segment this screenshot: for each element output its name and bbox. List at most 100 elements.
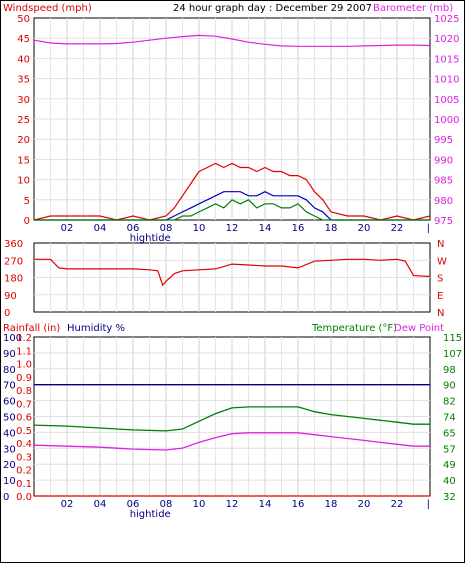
- direction-degree-tick: 270: [4, 256, 23, 267]
- x-end-tick: |: [427, 499, 430, 510]
- chart-title: 24 hour graph day : December 29 2007: [173, 3, 372, 14]
- humidity-tick-label: 100: [3, 333, 22, 344]
- humidity-tick-label: 0: [3, 492, 9, 503]
- x-tick-label: 14: [259, 223, 272, 234]
- rainfall-tick-label: 0.7: [16, 399, 32, 410]
- barometer-tick-label: 995: [434, 135, 453, 146]
- direction-degree-tick: 90: [4, 291, 17, 302]
- windspeed-tick-label: 15: [17, 155, 30, 166]
- humidity-tick-label: 60: [3, 397, 16, 408]
- x-tick-label: 10: [193, 223, 206, 234]
- humidity-tick-label: 10: [3, 476, 16, 487]
- windspeed-tick-label: 50: [17, 14, 30, 25]
- temperature-tick-label: 40: [443, 476, 456, 487]
- windspeed-tick-label: 20: [17, 135, 30, 146]
- humidity-tick-label: 80: [3, 365, 16, 376]
- temperature-tick-label: 107: [443, 349, 462, 360]
- rainfall-tick-label: 1.0: [16, 360, 32, 371]
- series-barometer-line: [33, 34, 431, 47]
- windspeed-tick-label: 5: [24, 196, 30, 207]
- right-axis-label: Barometer (mb): [373, 3, 453, 14]
- temperature-tick-label: 49: [443, 460, 456, 471]
- x-tick-label: 04: [94, 223, 107, 234]
- x-tick-label: 12: [226, 499, 239, 510]
- temperature-axis-label: Temperature (°F): [311, 323, 397, 334]
- x-tick-label: 02: [61, 223, 74, 234]
- x-tick-label: 18: [325, 499, 338, 510]
- x-tick-label: 04: [94, 499, 107, 510]
- barometer-tick-label: 990: [434, 155, 453, 166]
- x-tick-label: 20: [358, 499, 371, 510]
- barometer-tick-label: 1025: [434, 14, 459, 25]
- barometer-tick-label: 980: [434, 196, 453, 207]
- direction-compass-tick: N: [437, 308, 444, 319]
- humidity-tick-label: 30: [3, 444, 16, 455]
- humidity-tick-label: 20: [3, 460, 16, 471]
- x-tick-label: 16: [292, 499, 305, 510]
- temperature-tick-label: 65: [443, 428, 456, 439]
- rainfall-tick-label: 1.2: [16, 333, 32, 344]
- temperature-tick-label: 90: [443, 381, 456, 392]
- left-axis-label: Windspeed (mph): [3, 3, 92, 14]
- temperature-tick-label: 57: [443, 444, 456, 455]
- humidity-tick-label: 90: [3, 349, 16, 360]
- barometer-tick-label: 1005: [434, 95, 459, 106]
- series-gust-line: [33, 162, 431, 221]
- rainfall-tick-label: 0.0: [16, 492, 32, 503]
- rainfall-tick-label: 0.4: [16, 439, 32, 450]
- barometer-tick-label: 1020: [434, 34, 459, 45]
- direction-degree-tick: 0: [4, 308, 10, 319]
- humidity-tick-label: 50: [3, 413, 16, 424]
- series-average-line: [34, 191, 430, 221]
- temperature-tick-label: 98: [443, 365, 456, 376]
- rainfall-tick-label: 1.1: [16, 346, 32, 357]
- temperature-tick-label: 74: [443, 413, 456, 424]
- temperature-tick-label: 32: [443, 492, 456, 503]
- windspeed-tick-label: 10: [17, 176, 30, 187]
- barometer-tick-label: 985: [434, 176, 453, 187]
- direction-compass-tick: E: [437, 291, 443, 302]
- dewpoint-axis-label: Dew Point: [394, 323, 444, 334]
- humidity-tick-label: 40: [3, 428, 16, 439]
- x-tick-label: 14: [259, 499, 272, 510]
- rainfall-tick-label: 0.1: [16, 479, 32, 490]
- x-tick-label: 10: [193, 499, 206, 510]
- windspeed-tick-label: 25: [17, 115, 30, 126]
- direction-compass-tick: W: [437, 256, 447, 267]
- x-tick-label: 06: [127, 223, 140, 234]
- temperature-tick-label: 115: [443, 333, 462, 344]
- direction-degree-tick: 360: [4, 239, 23, 250]
- barometer-tick-label: 1000: [434, 115, 459, 126]
- barometer-tick-label: 1015: [434, 54, 459, 65]
- windspeed-tick-label: 40: [17, 54, 30, 65]
- windspeed-tick-label: 0: [24, 216, 30, 227]
- direction-compass-tick: N: [437, 239, 444, 250]
- barometer-tick-label: 1010: [434, 75, 459, 86]
- rainfall-tick-label: 0.9: [16, 373, 32, 384]
- x-tick-label: 20: [358, 223, 371, 234]
- temperature-tick-label: 82: [443, 397, 456, 408]
- barometer-tick-label: 975: [434, 216, 453, 227]
- windspeed-tick-label: 45: [17, 34, 30, 45]
- series-wind-direction-line: [34, 258, 431, 287]
- x-tick-label: 06: [127, 499, 140, 510]
- direction-compass-tick: S: [437, 274, 443, 285]
- x-tick-label: 12: [226, 223, 239, 234]
- x-end-tick: |: [427, 223, 430, 234]
- rainfall-axis-label: Rainfall (in): [3, 323, 60, 334]
- x-tick-label: 22: [391, 499, 404, 510]
- windspeed-tick-label: 30: [17, 95, 30, 106]
- rainfall-tick-label: 0.2: [16, 466, 32, 477]
- rainfall-tick-label: 0.6: [16, 413, 32, 424]
- hightide-label: hightide: [130, 509, 171, 520]
- hightide-label: hightide: [130, 233, 171, 244]
- direction-degree-tick: 180: [4, 274, 23, 285]
- x-tick-label: 08: [160, 223, 173, 234]
- humidity-tick-label: 70: [3, 381, 16, 392]
- rainfall-tick-label: 0.3: [16, 452, 32, 463]
- x-tick-label: 18: [325, 223, 338, 234]
- series-temperature-line: [33, 406, 430, 432]
- windspeed-tick-label: 35: [17, 75, 30, 86]
- humidity-axis-label: Humidity %: [67, 323, 125, 334]
